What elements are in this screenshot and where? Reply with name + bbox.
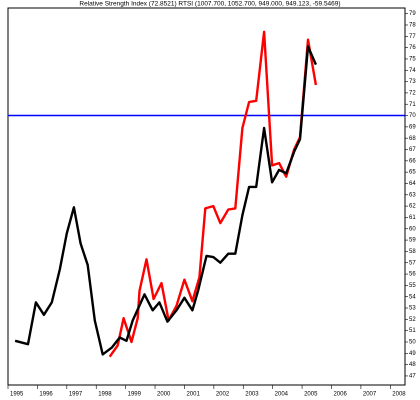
y-tick-label: 67 [409, 147, 416, 153]
y-tick-label: 54 [409, 294, 416, 300]
y-tick-label: 47 [409, 374, 416, 380]
y-tick-label: 74 [409, 68, 416, 74]
y-tick-label: 50 [409, 340, 416, 346]
x-tick-label: 2001 [186, 392, 200, 398]
series-line [14, 45, 317, 356]
y-tick-label: 57 [409, 260, 416, 266]
x-tick-label: 1999 [128, 392, 142, 398]
y-tick-label: 68 [409, 136, 416, 142]
y-tick-label: 60 [409, 226, 416, 232]
y-tick-label: 56 [409, 272, 416, 278]
y-tick-label: 62 [409, 204, 416, 210]
y-tick-label: 69 [409, 124, 416, 130]
x-tick-label: 2003 [245, 392, 259, 398]
x-tick-label: 2004 [275, 392, 289, 398]
y-tick-label: 76 [409, 45, 416, 51]
x-tick-label: 2007 [363, 392, 377, 398]
x-tick-label: 2008 [392, 392, 406, 398]
y-tick-label: 55 [409, 283, 416, 289]
x-tick-label: 1996 [39, 392, 53, 398]
y-tick-label: 59 [409, 238, 416, 244]
series-line [108, 30, 318, 358]
y-tick-label: 75 [409, 57, 416, 63]
y-tick-label: 71 [409, 102, 416, 108]
y-tick-label: 52 [409, 317, 416, 323]
x-tick-label: 2006 [333, 392, 347, 398]
y-tick-label: 65 [409, 170, 416, 176]
x-tick-label: 1997 [69, 392, 83, 398]
chart-title: Relative Strength Index (72.8521) RTSI (… [79, 1, 340, 8]
x-tick-label: 1995 [10, 392, 24, 398]
x-tick-label: 2005 [304, 392, 318, 398]
plot-frame [7, 7, 406, 386]
y-tick-label: 58 [409, 249, 416, 255]
y-tick-label: 64 [409, 181, 416, 187]
x-tick-label: 1998 [98, 392, 112, 398]
y-tick-label: 73 [409, 79, 416, 85]
y-tick-label: 77 [409, 34, 416, 40]
y-tick-label: 70 [409, 113, 416, 119]
y-tick-label: 61 [409, 215, 416, 221]
y-tick-label: 66 [409, 158, 416, 164]
y-tick-label: 53 [409, 306, 416, 312]
y-tick-label: 72 [409, 90, 416, 96]
y-tick-label: 79 [409, 11, 416, 17]
x-tick-label: 2002 [216, 392, 230, 398]
y-tick-label: 78 [409, 23, 416, 29]
y-tick-label: 63 [409, 192, 416, 198]
x-tick-label: 2000 [157, 392, 171, 398]
y-tick-label: 49 [409, 351, 416, 357]
y-tick-label: 51 [409, 328, 416, 334]
y-tick-label: 48 [409, 362, 416, 368]
